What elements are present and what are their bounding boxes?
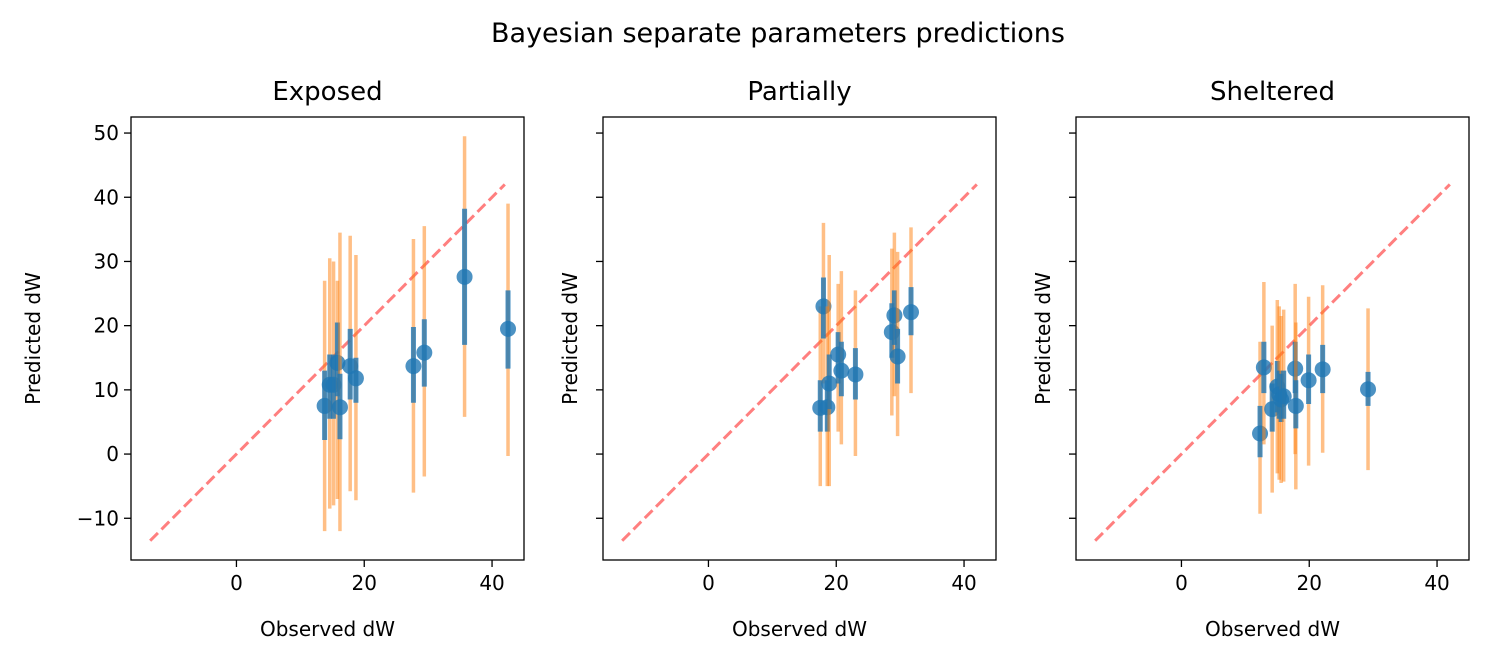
data-point [416, 226, 433, 477]
y-axis-label: Predicted dW [1031, 272, 1055, 405]
y-tick-label: −10 [77, 506, 119, 530]
y-tick-label: 40 [94, 185, 119, 209]
axes-frame [602, 116, 997, 561]
axes-frame [130, 116, 525, 561]
point-marker [331, 399, 348, 416]
panel-title: Partially [747, 77, 851, 107]
point-marker [347, 370, 364, 387]
reference-line [621, 183, 978, 542]
x-tick-label: 40 [951, 571, 976, 595]
x-axis-label: Observed dW [260, 617, 395, 641]
point-marker [889, 348, 906, 365]
data-point [331, 232, 348, 532]
x-tick-label: 20 [1297, 571, 1322, 595]
data-point [1275, 309, 1292, 482]
point-marker [821, 375, 838, 392]
point-marker [1252, 425, 1269, 442]
x-axis-label: Observed dW [732, 617, 867, 641]
point-marker [886, 307, 903, 324]
point-marker [1360, 381, 1377, 398]
x-axis-label: Observed dW [1205, 617, 1340, 641]
panels: Exposed 0 20 40 −10 0 10 20 30 40 50 Observed dW Pre… [21, 77, 1470, 641]
x-tick-label: 40 [1424, 571, 1449, 595]
data-point [405, 238, 422, 493]
x-tick-label: 40 [479, 571, 504, 595]
y-tick-label: 50 [94, 121, 119, 145]
point-marker [416, 344, 433, 361]
data-point [1300, 296, 1317, 466]
x-tick-label: 20 [352, 571, 377, 595]
data-point [1314, 285, 1331, 453]
panel-partially: Partially 0 20 40 Observed dW Predicted dW [558, 77, 997, 641]
data-point [889, 251, 906, 437]
point-marker [1300, 372, 1317, 389]
data-point [821, 255, 838, 487]
point-marker [903, 304, 920, 321]
x-tick-label: 0 [1175, 571, 1188, 595]
reference-line [149, 183, 506, 542]
data-point [815, 222, 832, 384]
data-point [1255, 282, 1272, 445]
point-marker [1275, 388, 1292, 405]
point-marker [456, 268, 473, 285]
data-point [903, 227, 920, 394]
point-marker [1255, 359, 1272, 376]
reference-line [1094, 183, 1451, 542]
data-point [456, 136, 473, 417]
point-marker [1314, 361, 1331, 378]
data-point [1360, 308, 1377, 471]
axes-frame [1075, 116, 1470, 561]
data-point [847, 290, 864, 456]
x-tick-label: 0 [230, 571, 243, 595]
y-tick-label: 20 [94, 314, 119, 338]
panel-sheltered: Sheltered 0 20 40 Observed dW Predicted dW [1031, 77, 1470, 641]
data-point [500, 203, 517, 456]
point-marker [833, 362, 850, 379]
y-axis-label: Predicted dW [558, 272, 582, 405]
point-marker [847, 366, 864, 383]
figure-title: Bayesian separate parameters predictions [491, 18, 1065, 49]
data-point [833, 271, 850, 445]
panel-title: Exposed [272, 77, 382, 107]
point-marker [1287, 397, 1304, 414]
point-marker [405, 358, 422, 375]
x-tick-label: 20 [824, 571, 849, 595]
y-tick-label: 30 [94, 249, 119, 273]
data-point [347, 255, 364, 501]
x-tick-label: 0 [702, 571, 715, 595]
point-marker [500, 320, 517, 337]
panel-exposed: Exposed 0 20 40 −10 0 10 20 30 40 50 Observed dW Pre… [21, 77, 525, 641]
y-axis-label: Predicted dW [21, 272, 45, 405]
y-tick-label: 0 [106, 442, 119, 466]
panel-title: Sheltered [1210, 77, 1335, 107]
data-point [1287, 322, 1304, 490]
y-tick-label: 10 [94, 378, 119, 402]
